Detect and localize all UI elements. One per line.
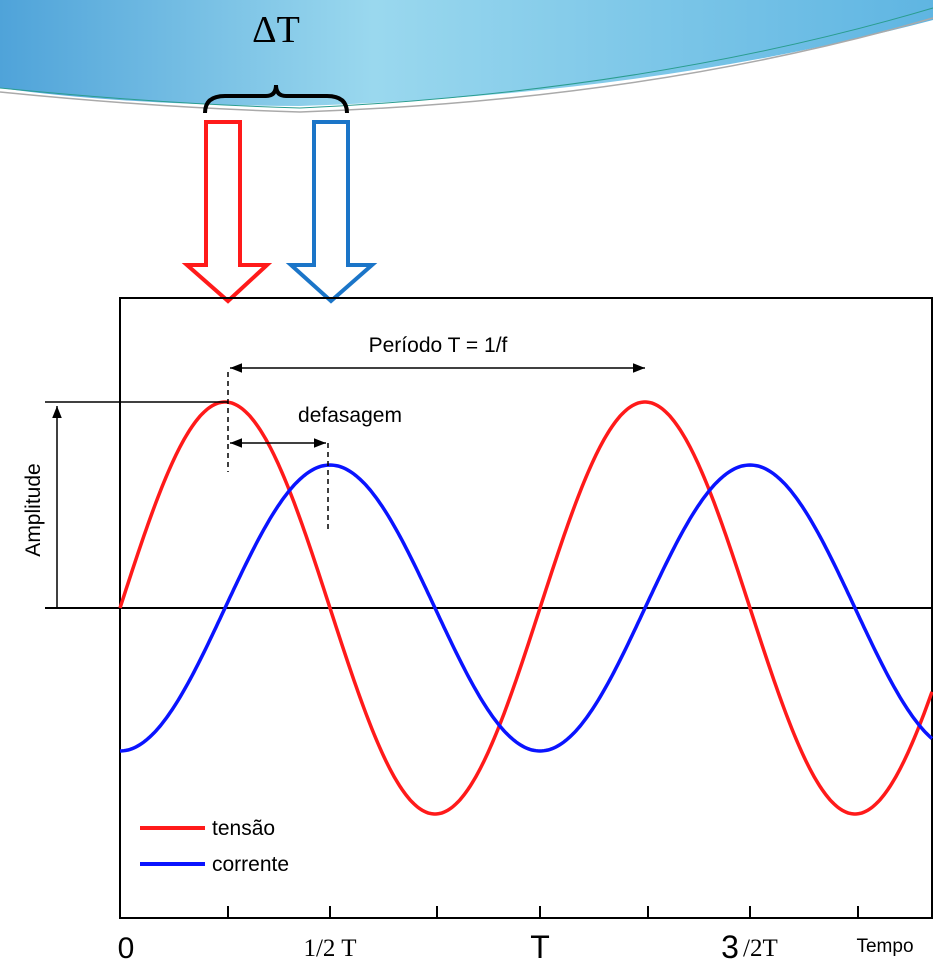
x-label: Tempo: [856, 936, 913, 957]
x-label: 1/2 T: [303, 935, 356, 962]
x-ticks: [227, 906, 859, 918]
blue-arrow: [285, 120, 378, 304]
wave: [119, 463, 933, 753]
delta-label: ΔT: [252, 9, 300, 51]
x-label: T: [530, 929, 550, 965]
phase-label: defasagem: [298, 404, 402, 427]
curves: [118, 400, 933, 816]
x-label: /2T: [743, 935, 778, 962]
red-arrow: [181, 120, 273, 304]
wave: [118, 400, 933, 816]
header-swoosh: [0, 0, 933, 113]
legend-label: corrente: [212, 853, 289, 876]
amplitude-label: Amplitude: [22, 463, 45, 556]
x-label: 3: [721, 929, 739, 965]
brace: [203, 84, 349, 114]
period-label: Período T = 1/f: [369, 334, 508, 357]
legend-label: tensão: [212, 817, 275, 840]
x-label: 0: [118, 932, 135, 965]
